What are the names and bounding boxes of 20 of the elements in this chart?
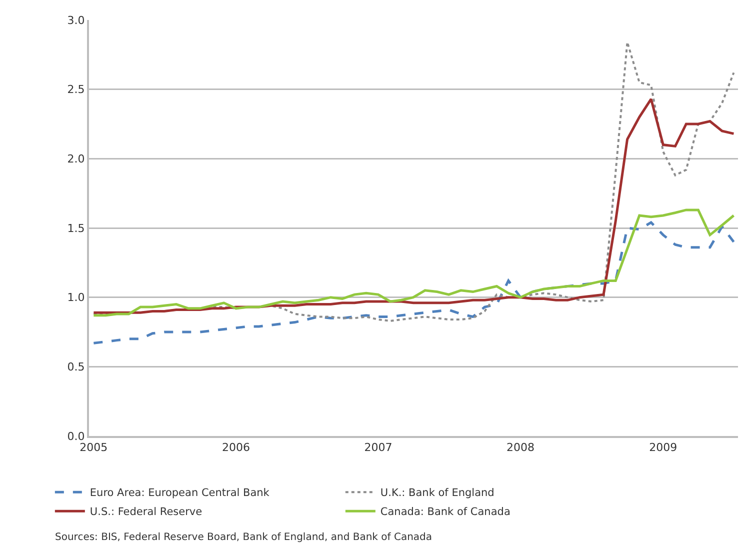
line-series [92,208,735,317]
y-tick-label: 2.0 [67,152,85,166]
x-tick-label: 2009 [649,441,678,454]
line-series [92,98,735,314]
x-tick-label: 2006 [222,441,250,454]
y-tick-label: 0.5 [67,360,85,374]
legend-label: U.K.: Bank of England [380,487,494,500]
y-tick-label: 0.0 [67,430,85,443]
x-tick-label: 2008 [506,441,534,454]
y-tick-label: 1.5 [67,222,85,235]
legend-label: U.S.: Federal Reserve [90,506,202,518]
legend-label: Euro Area: European Central Bank [90,487,270,500]
y-tick-label: 3.0 [67,14,85,27]
x-tick-label: 2005 [80,441,108,454]
y-tick-label: 2.5 [67,83,85,96]
source-note: Sources: BIS, Federal Reserve Board, Bank of England, and Bank of Canada [55,532,432,543]
x-tick-label: 2007 [364,441,392,454]
y-tick-label: 1.0 [67,291,85,304]
legend-label: Canada: Bank of Canada [380,506,510,518]
line-series [92,221,735,344]
